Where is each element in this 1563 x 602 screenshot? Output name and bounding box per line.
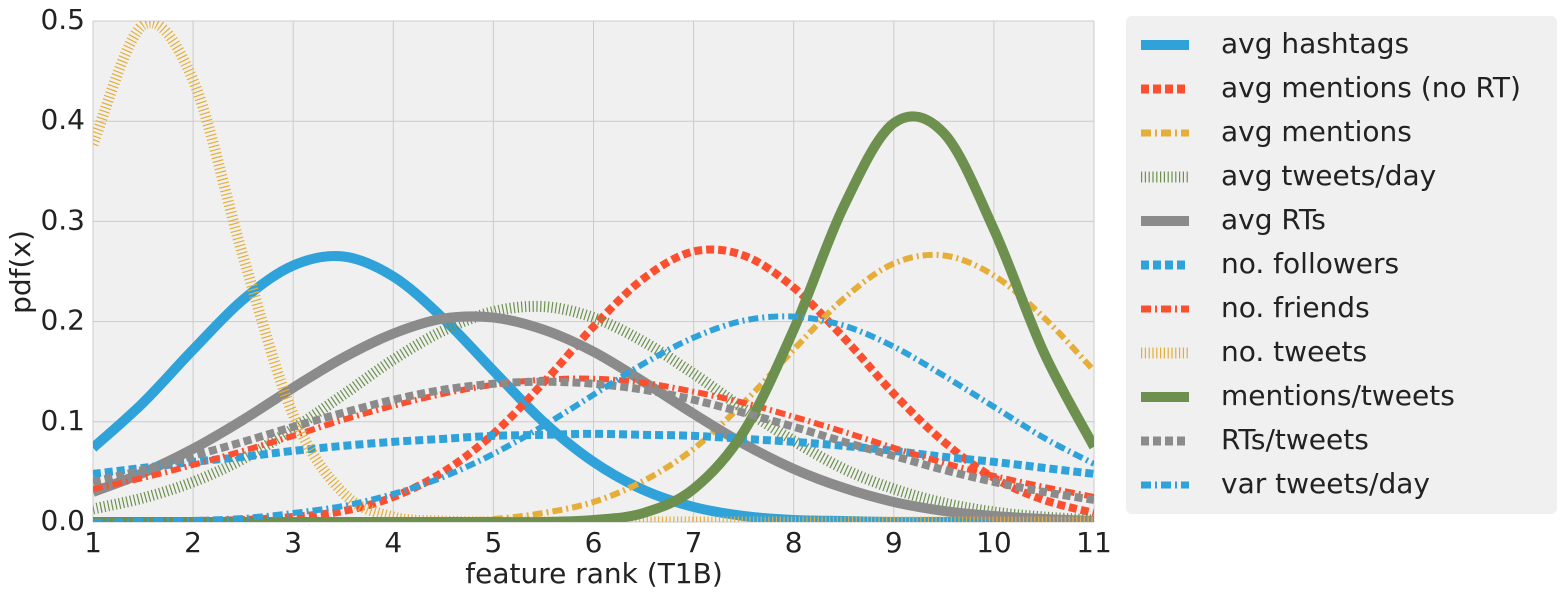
series-line bbox=[93, 251, 1094, 522]
y-tick-label: 0.2 bbox=[40, 304, 85, 337]
y-tick-label: 0.0 bbox=[40, 504, 85, 537]
y-tick-label: 0.1 bbox=[40, 404, 85, 437]
x-tick-label: 3 bbox=[284, 526, 302, 559]
x-tick-label: 10 bbox=[976, 526, 1012, 559]
y-axis-label: pdf(x) bbox=[4, 230, 37, 314]
y-tick-label: 0.5 bbox=[40, 3, 85, 36]
x-tick-label: 5 bbox=[484, 526, 502, 559]
x-tick-label: 6 bbox=[585, 526, 603, 559]
series-line bbox=[93, 311, 1094, 522]
series-line bbox=[93, 375, 1094, 500]
legend-label: var tweets/day bbox=[1221, 467, 1430, 500]
x-tick-label: 8 bbox=[785, 526, 803, 559]
legend-label: no. followers bbox=[1221, 247, 1399, 280]
x-tick-label: 4 bbox=[384, 526, 402, 559]
x-tick-label: 2 bbox=[184, 526, 202, 559]
x-tick-label: 1 bbox=[84, 526, 102, 559]
legend-label: RTs/tweets bbox=[1221, 423, 1369, 456]
legend-label: avg RTs bbox=[1221, 203, 1326, 236]
series-line bbox=[93, 300, 1094, 522]
legend-label: avg hashtags bbox=[1221, 27, 1409, 60]
y-tick-label: 0.3 bbox=[40, 203, 85, 236]
legend-label: mentions/tweets bbox=[1221, 379, 1455, 412]
x-tick-label: 9 bbox=[885, 526, 903, 559]
x-tick-label: 11 bbox=[1076, 526, 1112, 559]
legend-label: avg mentions bbox=[1221, 115, 1412, 148]
series-line bbox=[93, 313, 1094, 522]
legend-label: no. tweets bbox=[1221, 335, 1367, 368]
legend-label: avg tweets/day bbox=[1221, 159, 1436, 192]
series-line bbox=[93, 111, 1094, 522]
legend-box bbox=[1126, 16, 1557, 514]
x-axis-label: feature rank (T1B) bbox=[465, 557, 723, 590]
y-tick-label: 0.4 bbox=[40, 103, 85, 136]
series-line bbox=[93, 377, 1094, 504]
x-tick-label: 7 bbox=[685, 526, 703, 559]
legend-label: avg mentions (no RT) bbox=[1221, 71, 1521, 104]
legend-label: no. friends bbox=[1221, 291, 1370, 324]
